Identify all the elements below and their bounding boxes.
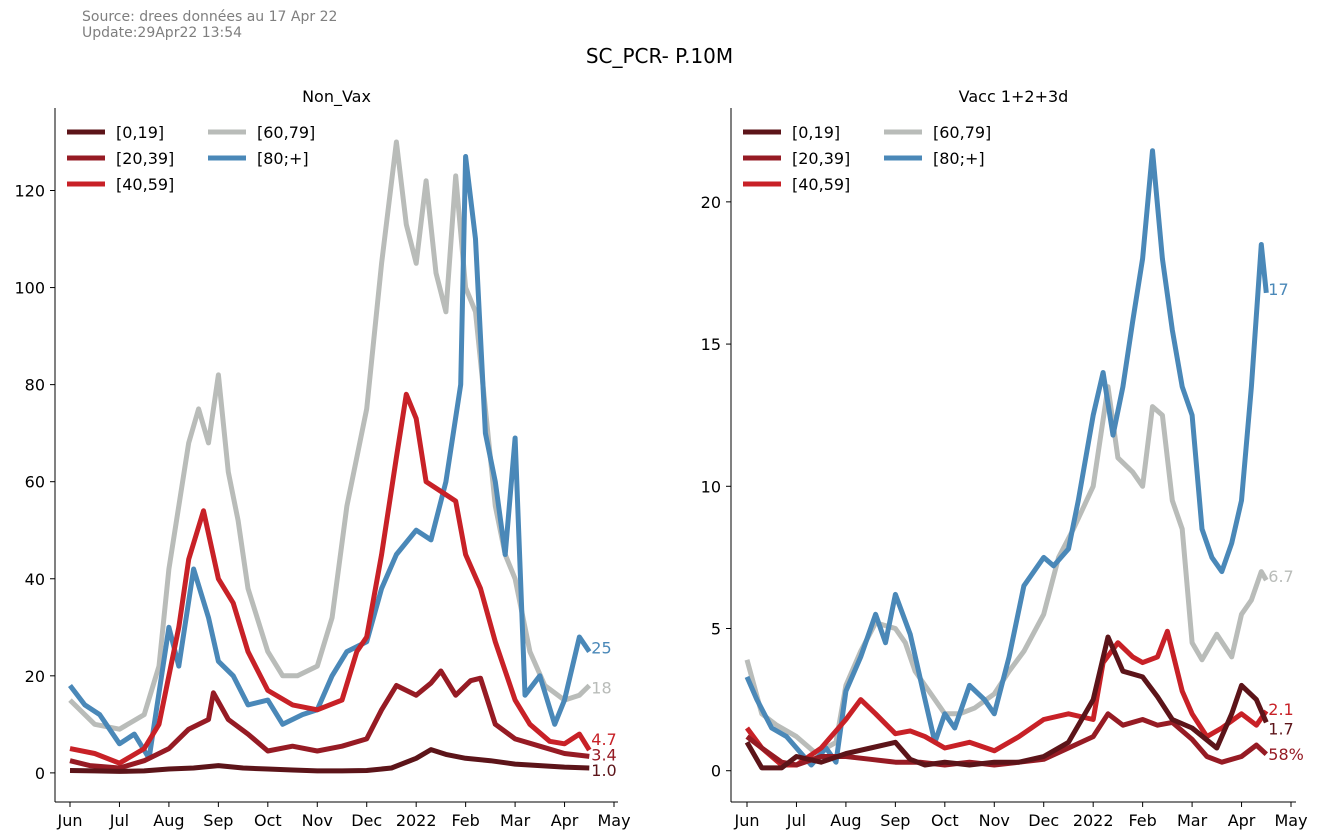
- x-tick-label: Feb: [451, 811, 479, 830]
- x-tick-label: Apr: [1228, 811, 1256, 830]
- x-tick-label: Aug: [153, 811, 184, 830]
- x-tick-label: 2022: [396, 811, 437, 830]
- update-line: Update:29Apr22 13:54: [82, 25, 243, 41]
- x-tick-label: Feb: [1128, 811, 1156, 830]
- series-line: [744, 634, 1269, 771]
- x-tick-label: May: [1274, 811, 1307, 830]
- y-tick-label: 0: [35, 764, 45, 783]
- legend-label: [20,39]: [792, 149, 850, 168]
- legend-label: [40,59]: [792, 175, 850, 194]
- x-tick-label: Jul: [109, 811, 129, 830]
- series-end-label: 6.7: [1268, 567, 1293, 586]
- legend: [0,19] [20,39] [40,59] [60,79] [80;+]: [743, 123, 991, 194]
- y-tick-label: 20: [25, 667, 45, 686]
- x-tick-label: Aug: [830, 811, 861, 830]
- y-tick-label: 0: [711, 762, 721, 781]
- y-tick-label: 120: [14, 182, 45, 201]
- series-line: [69, 668, 590, 771]
- y-tick-label: 60: [25, 473, 45, 492]
- legend-label: [60,79]: [933, 123, 991, 142]
- x-tick-label: May: [597, 811, 630, 830]
- x-tick-label: Sep: [880, 811, 910, 830]
- x-tick-label: Oct: [931, 811, 959, 830]
- legend-label: [20,39]: [116, 149, 174, 168]
- series-end-label: 18: [591, 679, 611, 698]
- legend-label: [40,59]: [116, 175, 174, 194]
- series-end-label: 1.0: [591, 761, 616, 780]
- x-tick-label: Jul: [786, 811, 806, 830]
- chart-panel: Non_Vax 0 20 40 60 80 100 120 Jun Jul Aug Sep Oct Nov…: [14, 87, 630, 830]
- chart-title: Non_Vax: [302, 87, 371, 107]
- x-tick-label: Nov: [302, 811, 333, 830]
- source-line: Source: drees données au 17 Apr 22: [82, 9, 338, 25]
- series-line: [744, 148, 1269, 768]
- source-note: Source: drees données au 17 Apr 22 Updat…: [82, 9, 337, 41]
- y-tick-label: 5: [711, 620, 721, 639]
- series-end-label: 25: [591, 639, 611, 658]
- series-end-label: 58%: [1268, 745, 1304, 764]
- series-line: [745, 711, 1268, 768]
- series-end-label: 1.7: [1268, 719, 1293, 738]
- series-end-label: 17: [1268, 280, 1288, 299]
- series-end-label: 3.4: [591, 745, 616, 764]
- legend-label: [0,19]: [116, 123, 164, 142]
- x-tick-label: Mar: [1177, 811, 1208, 830]
- series-line: [69, 747, 590, 774]
- x-tick-label: Mar: [500, 811, 531, 830]
- x-tick-label: Dec: [351, 811, 382, 830]
- x-tick-label: Oct: [254, 811, 282, 830]
- x-tick-label: Nov: [979, 811, 1010, 830]
- x-tick-label: Sep: [203, 811, 233, 830]
- legend-label: [0,19]: [792, 123, 840, 142]
- series-line: [68, 154, 592, 761]
- legend-label: [80;+]: [933, 149, 985, 168]
- x-tick-label: Jun: [734, 811, 760, 830]
- series-line: [68, 139, 592, 732]
- y-tick-label: 20: [701, 193, 721, 212]
- series-line: [69, 391, 592, 766]
- series-end-label: 2.1: [1268, 700, 1293, 719]
- figure-title: SC_PCR- P.10M: [585, 44, 734, 68]
- legend-label: [80;+]: [257, 149, 309, 168]
- series-line: [744, 628, 1269, 768]
- x-tick-label: Dec: [1028, 811, 1059, 830]
- series-line: [744, 384, 1269, 757]
- y-tick-label: 100: [14, 279, 45, 298]
- x-tick-label: Jun: [57, 811, 83, 830]
- x-tick-label: 2022: [1073, 811, 1114, 830]
- x-tick-label: Apr: [551, 811, 579, 830]
- y-tick-label: 80: [25, 376, 45, 395]
- y-tick-label: 40: [25, 570, 45, 589]
- y-tick-label: 15: [701, 335, 721, 354]
- chart-title: Vacc 1+2+3d: [959, 87, 1069, 106]
- legend: [0,19] [20,39] [40,59] [60,79] [80;+]: [67, 123, 315, 194]
- series-end-label: 4.7: [591, 730, 616, 749]
- y-tick-label: 10: [701, 477, 721, 496]
- chart-panel: Vacc 1+2+3d 0 5 10 15 20 Jun Jul Aug Sep Oct Nov Dec…: [701, 87, 1308, 830]
- legend-label: [60,79]: [257, 123, 315, 142]
